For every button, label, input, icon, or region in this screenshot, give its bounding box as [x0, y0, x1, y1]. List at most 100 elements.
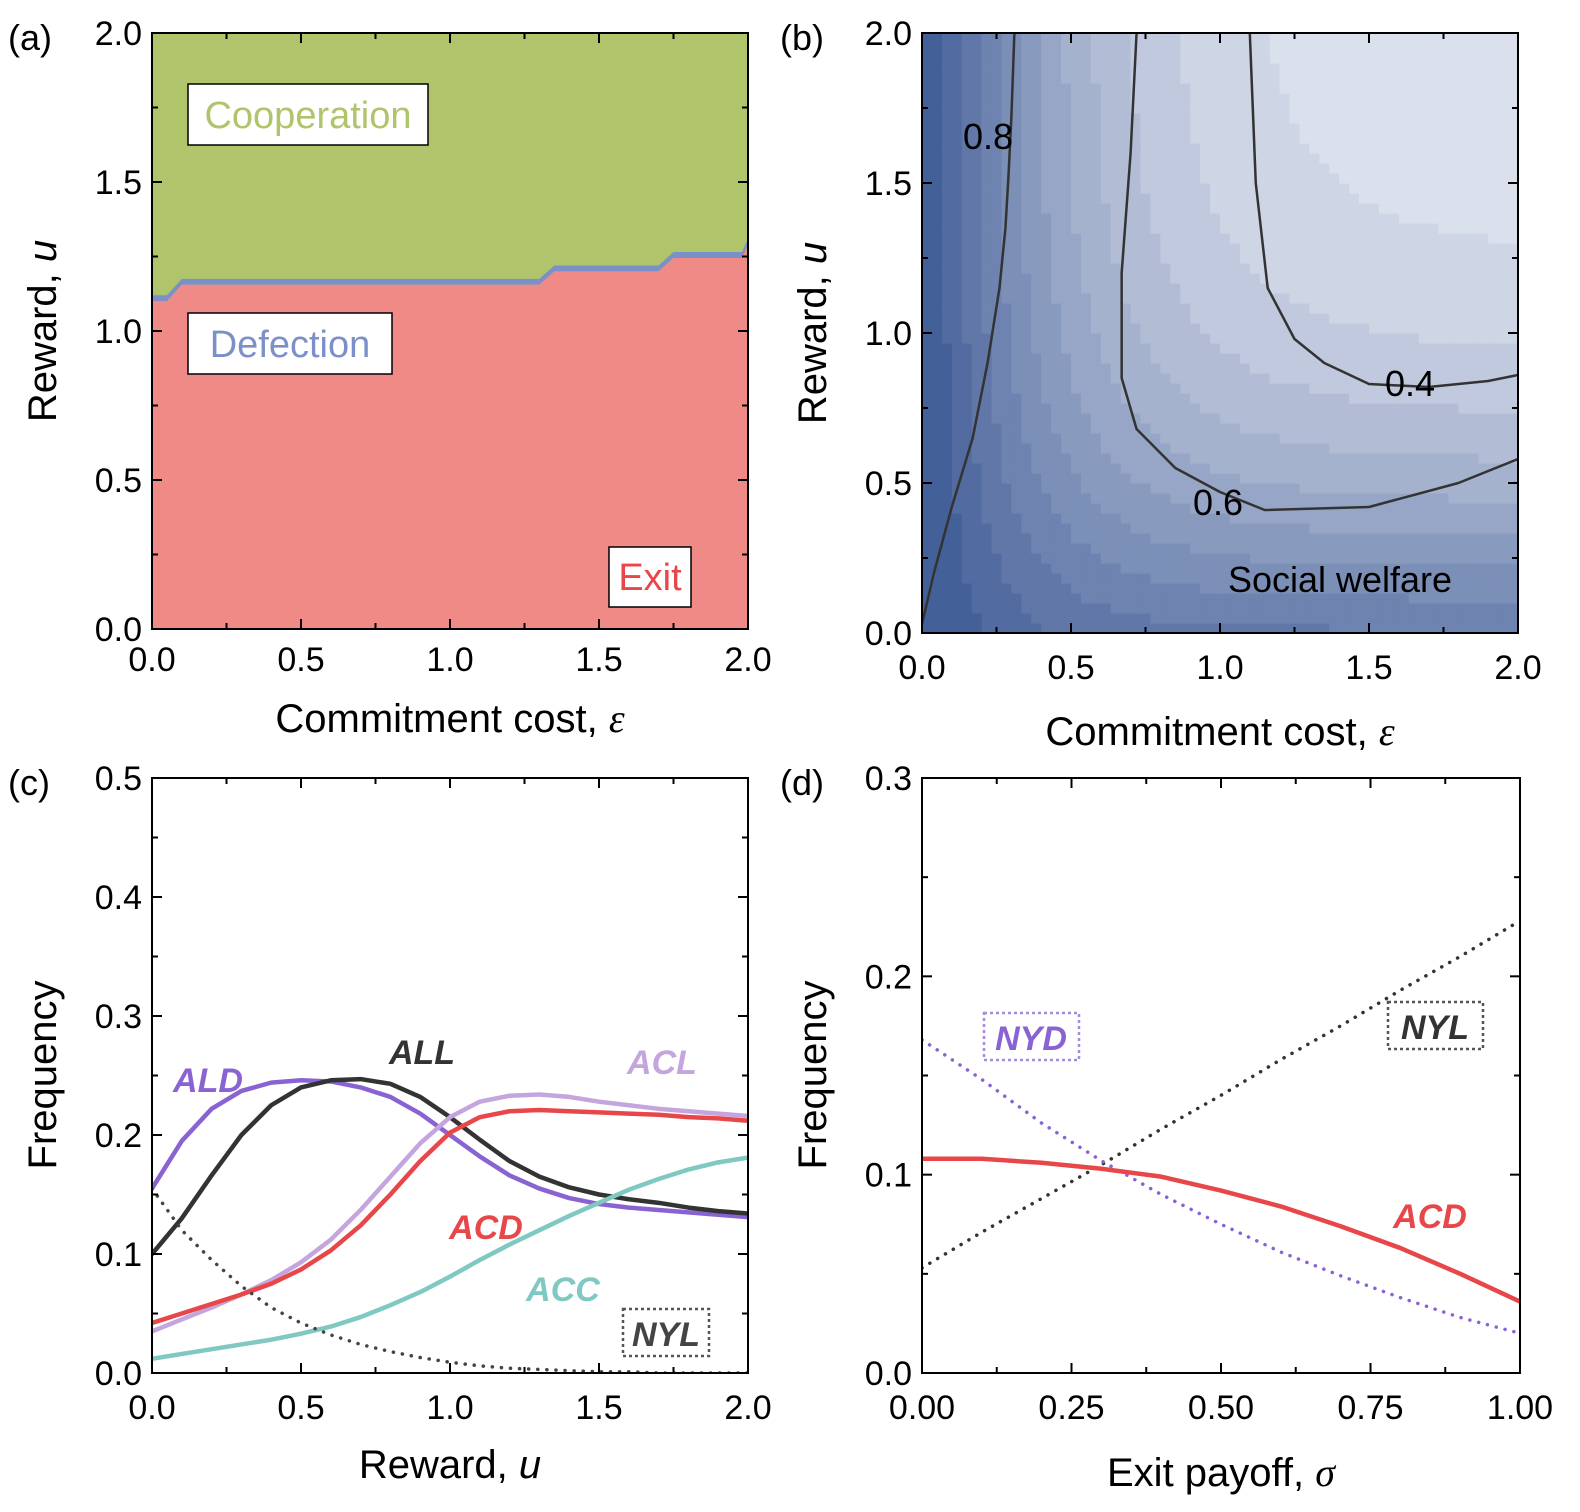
- heat-cell: [1160, 493, 1171, 504]
- heat-cell: [1369, 513, 1380, 524]
- heat-cell: [1349, 383, 1360, 394]
- heat-cell: [1121, 533, 1132, 544]
- heat-cell: [1160, 103, 1171, 114]
- heat-cell: [1220, 63, 1231, 74]
- heat-cell: [1309, 213, 1320, 224]
- heat-cell: [1111, 433, 1122, 444]
- heat-cell: [1250, 393, 1261, 404]
- heat-cell: [1488, 83, 1499, 94]
- heat-cell: [1478, 253, 1489, 264]
- heat-cell: [1021, 593, 1032, 604]
- heat-cell: [1111, 553, 1122, 564]
- heat-cell: [1379, 83, 1390, 94]
- heat-cell: [1270, 233, 1281, 244]
- heat-cell: [1091, 443, 1102, 454]
- heat-cell: [1319, 343, 1330, 354]
- heat-cell: [1061, 163, 1072, 174]
- heat-cell: [1290, 143, 1301, 154]
- heat-cell: [1091, 243, 1102, 254]
- heat-cell: [952, 193, 963, 204]
- heat-cell: [1458, 303, 1469, 314]
- heat-cell: [1429, 443, 1440, 454]
- heat-cell: [932, 273, 943, 284]
- heat-cell: [1458, 593, 1469, 604]
- heat-cell: [1121, 603, 1132, 614]
- heat-cell: [1210, 523, 1221, 534]
- heat-cell: [1458, 533, 1469, 544]
- heat-cell: [1458, 223, 1469, 234]
- heat-cell: [1061, 423, 1072, 434]
- heat-cell: [1071, 133, 1082, 144]
- heat-cell: [1001, 293, 1012, 304]
- heat-cell: [1329, 383, 1340, 394]
- heat-cell: [992, 363, 1003, 374]
- heat-cell: [922, 83, 933, 94]
- heat-cell: [1240, 83, 1251, 94]
- heat-cell: [1001, 523, 1012, 534]
- heat-cell: [1270, 443, 1281, 454]
- heat-cell: [1150, 293, 1161, 304]
- heat-cell: [1001, 483, 1012, 494]
- heat-cell: [1270, 93, 1281, 104]
- heat-cell: [1339, 223, 1350, 234]
- heat-cell: [1091, 33, 1102, 44]
- heat-cell: [1468, 393, 1479, 404]
- heat-cell: [972, 333, 983, 344]
- heat-cell: [942, 553, 953, 564]
- heat-cell: [1468, 153, 1479, 164]
- heat-cell: [1091, 203, 1102, 214]
- heat-cell: [1061, 333, 1072, 344]
- heat-cell: [1091, 113, 1102, 124]
- heat-cell: [1031, 443, 1042, 454]
- heat-cell: [932, 363, 943, 374]
- heat-cell: [1399, 443, 1410, 454]
- heat-cell: [1180, 343, 1191, 354]
- heat-cell: [1439, 263, 1450, 274]
- heat-cell: [1419, 233, 1430, 244]
- x-tick-label: 2.0: [724, 1389, 771, 1427]
- heat-cell: [1210, 383, 1221, 394]
- heat-cell: [1200, 423, 1211, 434]
- heat-cell: [1150, 483, 1161, 494]
- heat-cell: [1468, 493, 1479, 504]
- heat-cell: [1150, 573, 1161, 584]
- heat-cell: [1409, 283, 1420, 294]
- heat-cell: [1031, 213, 1042, 224]
- heat-cell: [1051, 203, 1062, 214]
- heat-cell: [1379, 463, 1390, 474]
- heat-cell: [1021, 413, 1032, 424]
- heat-cell: [1389, 43, 1400, 54]
- heat-cell: [1299, 353, 1310, 364]
- heat-cell: [1141, 303, 1152, 314]
- heat-cell: [1458, 413, 1469, 424]
- heat-cell: [1458, 343, 1469, 354]
- heat-cell: [1001, 363, 1012, 374]
- heat-cell: [1021, 183, 1032, 194]
- panel-a: 0.0 0.5 1.0 1.5 2.00.00.51.01.52.0 (a) Commi…: [8, 15, 772, 741]
- heat-cell: [1051, 283, 1062, 294]
- heat-cell: [1041, 373, 1052, 384]
- heat-cell: [942, 393, 953, 404]
- heat-cell: [972, 573, 983, 584]
- heat-cell: [1210, 603, 1221, 614]
- heat-cell: [1220, 303, 1231, 314]
- heat-cell: [1121, 123, 1132, 134]
- heat-cell: [1041, 213, 1052, 224]
- heat-cell: [1150, 383, 1161, 394]
- heat-cell: [1111, 443, 1122, 454]
- heat-cell: [1011, 483, 1022, 494]
- heat-cell: [1051, 333, 1062, 344]
- heat-cell: [972, 83, 983, 94]
- heat-cell: [1299, 533, 1310, 544]
- heat-cell: [1319, 333, 1330, 344]
- heat-cell: [1379, 73, 1390, 84]
- heat-cell: [1220, 83, 1231, 94]
- heat-cell: [1270, 403, 1281, 414]
- heat-cell: [942, 253, 953, 264]
- heat-cell: [1041, 83, 1052, 94]
- heat-cell: [942, 63, 953, 74]
- heat-cell: [1498, 413, 1509, 424]
- heat-cell: [1399, 403, 1410, 414]
- heat-cell: [1379, 263, 1390, 274]
- heat-cell: [1319, 523, 1330, 534]
